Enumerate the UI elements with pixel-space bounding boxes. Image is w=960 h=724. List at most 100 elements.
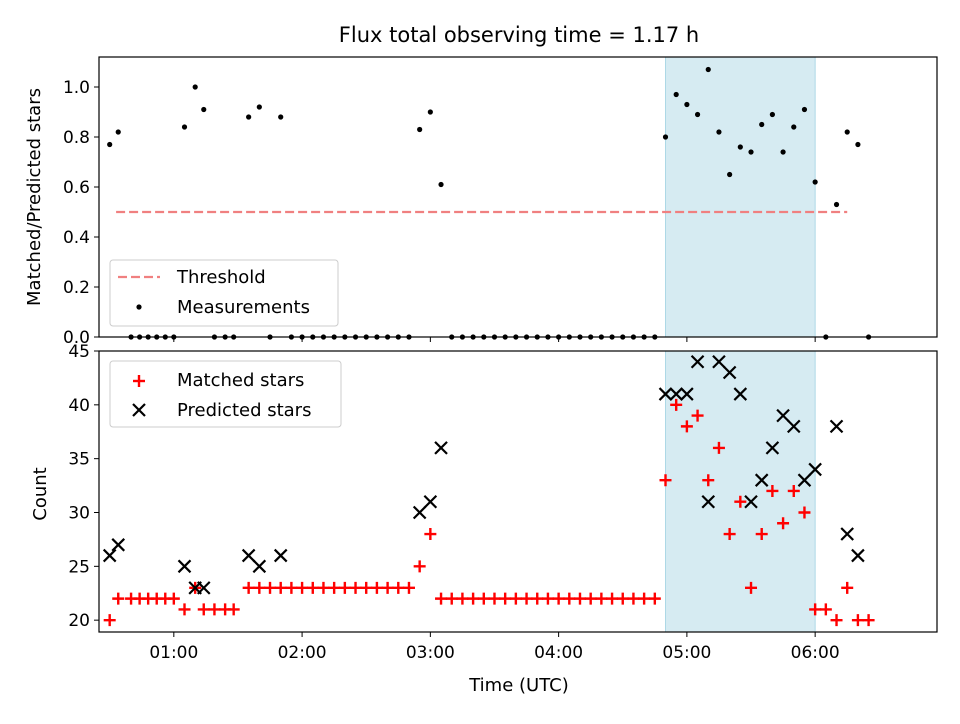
matched-star-point — [755, 528, 768, 541]
bottom-y-tick-label: 45 — [68, 342, 90, 362]
legend-measurements-swatch — [136, 304, 142, 310]
bottom-axes-frame — [98, 350, 938, 633]
measurement-point — [107, 141, 113, 148]
predicted-star-point — [712, 354, 726, 369]
predicted-star-point — [765, 441, 780, 455]
matched-star-point — [338, 581, 351, 594]
matched-star-point — [509, 592, 522, 605]
matched-star-point — [285, 581, 298, 594]
matched-star-point — [595, 592, 608, 605]
matched-star-point — [488, 592, 501, 605]
matched-star-point — [227, 603, 240, 616]
predicted-star-point — [241, 548, 256, 563]
measurement-point — [737, 144, 743, 150]
top-y-tick-label: 0.0 — [63, 328, 90, 348]
top-legend-box — [109, 259, 339, 327]
measurement-point — [855, 141, 861, 148]
measurement-point — [256, 104, 262, 110]
matched-star-point — [616, 592, 629, 605]
measurement-point — [115, 129, 121, 135]
predicted-star-point — [111, 538, 126, 552]
bottom-x-tick-label: 05:00 — [662, 643, 711, 663]
matched-star-point — [445, 592, 458, 605]
matched-star-point — [766, 484, 779, 497]
predicted-star-point — [776, 408, 790, 423]
measurement-point — [833, 201, 840, 208]
bottom-panel: 20 25 30 35 40 45 01:00 02:00 03:00 04:00 05:00 06:… — [30, 342, 938, 696]
predicted-star-point — [786, 419, 801, 434]
bottom-x-tick-label: 06:00 — [791, 643, 840, 663]
bottom-x-tick-label: 04:00 — [534, 643, 583, 663]
predicted-star-point — [797, 473, 812, 487]
top-y-axis-label: Matched/Predicted stars — [24, 88, 45, 306]
matched-star-point — [349, 581, 362, 594]
predicted-star-point — [722, 365, 737, 380]
matched-star-point — [112, 592, 125, 605]
bottom-x-tick-label: 03:00 — [406, 643, 455, 663]
top-panel: 0.0 0.2 0.4 0.6 0.8 1.0 Matched/Predicted sta… — [24, 56, 938, 348]
matched-star-point — [424, 528, 437, 541]
matched-star-point — [242, 581, 255, 594]
measurement-point — [759, 121, 765, 128]
bottom-y-tick-label: 25 — [68, 557, 90, 577]
predicted-star-point — [840, 527, 854, 541]
matched-star-point — [167, 592, 180, 605]
bottom-x-tick-label: 01:00 — [149, 643, 198, 663]
matched-star-point — [819, 603, 832, 616]
x-axis-label: Time (UTC) — [468, 675, 569, 696]
legend-predicted-label: Predicted stars — [177, 400, 311, 421]
measurement-point — [192, 84, 198, 90]
top-y-tick-label: 0.2 — [63, 278, 90, 298]
top-y-tick-label: 1.0 — [63, 78, 90, 98]
matched-star-point — [328, 581, 341, 594]
legend-threshold-label: Threshold — [176, 267, 266, 288]
matched-star-point — [723, 528, 736, 541]
matched-star-point — [197, 603, 210, 616]
measurement-point — [748, 149, 754, 155]
predicted-star-point — [658, 387, 673, 401]
matched-star-point — [264, 581, 277, 594]
predicted-star-point — [808, 462, 822, 477]
predicted-star-point — [744, 494, 758, 509]
measurement-point — [791, 124, 797, 130]
matched-star-point — [531, 592, 544, 605]
legend-predicted-swatch — [132, 403, 146, 417]
bottom-y-axis-label: Count — [30, 467, 51, 520]
matched-star-point — [541, 592, 554, 605]
predicted-star-point — [423, 494, 438, 509]
matched-star-point — [520, 592, 533, 605]
legend-matched-label: Matched stars — [177, 370, 304, 391]
measurement-point — [780, 149, 786, 155]
matched-star-point — [402, 581, 415, 594]
measurement-point — [812, 179, 818, 185]
matched-star-point — [178, 603, 191, 616]
bottom-x-tick-label: 02:00 — [278, 643, 327, 663]
top-legend: Threshold Measurements — [109, 259, 339, 327]
top-y-tick-label: 0.6 — [63, 178, 90, 198]
top-y-tick-label: 0.8 — [63, 128, 90, 148]
bottom-y-tick-label: 40 — [68, 396, 90, 416]
matched-star-point — [734, 495, 747, 508]
measurement-point — [201, 106, 207, 113]
matched-star-point — [499, 592, 512, 605]
matched-star-point — [691, 409, 704, 422]
predicted-star-point — [701, 494, 716, 509]
measurement-point — [684, 101, 690, 108]
legend-matched-swatch — [133, 375, 145, 387]
matched-star-point — [745, 581, 758, 594]
matched-star-point — [360, 581, 373, 594]
matched-star-point — [208, 603, 221, 616]
top-axes-frame — [98, 56, 938, 338]
matched-star-point — [573, 592, 586, 605]
predicted-star-point — [680, 387, 694, 401]
matched-star-point — [563, 592, 576, 605]
predicted-star-point — [754, 473, 769, 487]
measurement-point — [427, 109, 433, 115]
matched-star-point — [638, 592, 651, 605]
predicted-star-point — [690, 354, 705, 369]
measurement-point — [673, 91, 679, 98]
bottom-y-tick-label: 35 — [68, 450, 90, 470]
matched-star-point — [306, 581, 319, 594]
predicted-star-point — [273, 548, 288, 563]
